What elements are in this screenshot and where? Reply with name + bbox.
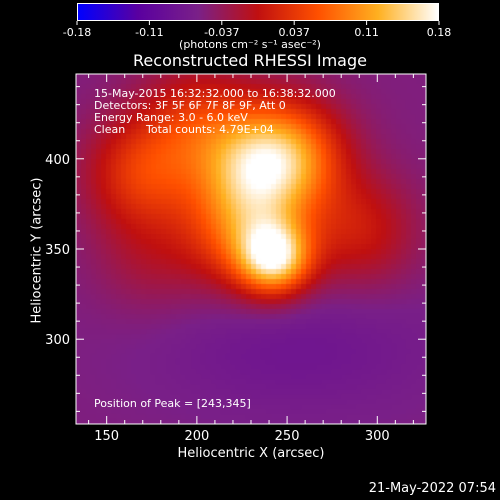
clean-annotation: Clean [94,123,126,136]
y-tick-label: 350 [45,243,70,258]
colorbar [77,3,439,21]
y-tick-label: 400 [45,153,70,168]
y-axis-label: Heliocentric Y (arcsec) [29,177,45,324]
colorbar-tick-label: -0.037 [204,26,239,39]
heatmap-image [76,74,426,424]
x-tick-label: 250 [275,429,300,444]
colorbar-label: (photons cm⁻² s⁻¹ asec⁻²) [179,38,321,51]
x-tick-label: 150 [94,429,119,444]
colorbar-tick-label: 0.037 [278,26,310,39]
detectors-annotation: Detectors: 3F 5F 6F 7F 8F 9F, Att 0 [94,99,286,112]
footer-date: 21-May-2022 07:54 [368,481,496,496]
total-counts-annotation: Total counts: 4.79E+04 [146,123,274,136]
colorbar-tick-label: 0.11 [354,26,379,39]
colorbar-tick-label: 0.18 [427,26,452,39]
peak-position-annotation: Position of Peak = [243,345] [94,397,251,410]
x-tick-label: 200 [184,429,209,444]
time-range-annotation: 15-May-2015 16:32:32.000 to 16:38:32.000 [94,87,336,100]
x-tick-label: 300 [365,429,390,444]
y-tick-label: 300 [45,333,70,348]
colorbar-ticks: -0.18 -0.11 -0.037 0.037 0.11 0.18 [63,21,452,39]
energy-annotation: Energy Range: 3.0 - 6.0 keV [94,111,248,124]
x-axis-label: Heliocentric X (arcsec) [177,446,325,461]
chart-title: Reconstructed RHESSI Image [133,51,367,70]
colorbar-tick-label: -0.18 [63,26,91,39]
colorbar-tick-label: -0.11 [135,26,163,39]
